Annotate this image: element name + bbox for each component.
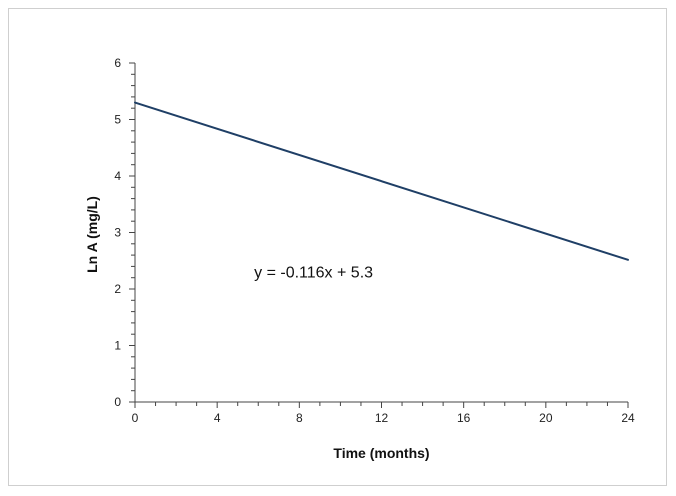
x-tick-label: 0: [132, 411, 139, 425]
series-line: [135, 103, 628, 260]
x-axis-ticks: 0 4 8 12 16 20 24: [132, 402, 635, 425]
x-tick-label: 16: [457, 411, 471, 425]
x-tick-label: 12: [375, 411, 389, 425]
y-tick-label: 3: [114, 226, 121, 240]
y-axis-title: Ln A (mg/L): [84, 196, 100, 273]
x-tick-label: 4: [214, 411, 221, 425]
y-tick-label: 5: [114, 113, 121, 127]
series-layer: [135, 103, 628, 260]
y-axis-ticks: 0 1 2 3 4 5 6: [114, 56, 135, 409]
x-axis-title: Time (months): [333, 445, 429, 461]
y-tick-label: 2: [114, 282, 121, 296]
x-tick-label: 24: [621, 411, 635, 425]
x-tick-label: 20: [539, 411, 553, 425]
x-tick-label: 8: [296, 411, 303, 425]
y-tick-label: 1: [114, 339, 121, 353]
y-tick-label: 4: [114, 169, 121, 183]
equation-annotation: y = -0.116x + 5.3: [254, 265, 373, 282]
y-tick-label: 6: [114, 56, 121, 70]
y-tick-label: 0: [114, 395, 121, 409]
